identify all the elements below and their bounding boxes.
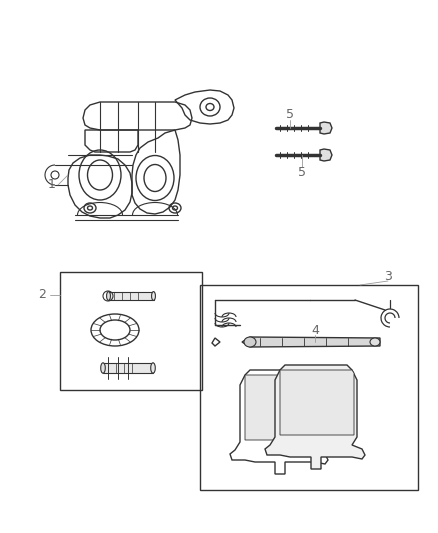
- Bar: [103, 363, 153, 373]
- Polygon shape: [320, 122, 332, 134]
- Polygon shape: [245, 375, 317, 440]
- Ellipse shape: [101, 363, 105, 373]
- Text: 3: 3: [384, 271, 392, 284]
- Polygon shape: [230, 370, 328, 474]
- Ellipse shape: [152, 292, 155, 301]
- Polygon shape: [280, 370, 354, 435]
- Polygon shape: [242, 337, 380, 347]
- Text: 5: 5: [298, 166, 306, 179]
- Ellipse shape: [151, 363, 155, 373]
- Polygon shape: [265, 365, 365, 469]
- Ellipse shape: [106, 292, 110, 301]
- Text: 1: 1: [48, 179, 56, 191]
- Bar: [200, 285, 418, 490]
- Ellipse shape: [244, 337, 256, 347]
- Polygon shape: [320, 149, 332, 161]
- Bar: [60, 272, 202, 390]
- Text: 4: 4: [311, 324, 319, 336]
- Ellipse shape: [370, 338, 380, 346]
- Text: 2: 2: [38, 288, 46, 302]
- Bar: [109, 292, 153, 301]
- Text: 5: 5: [286, 109, 294, 122]
